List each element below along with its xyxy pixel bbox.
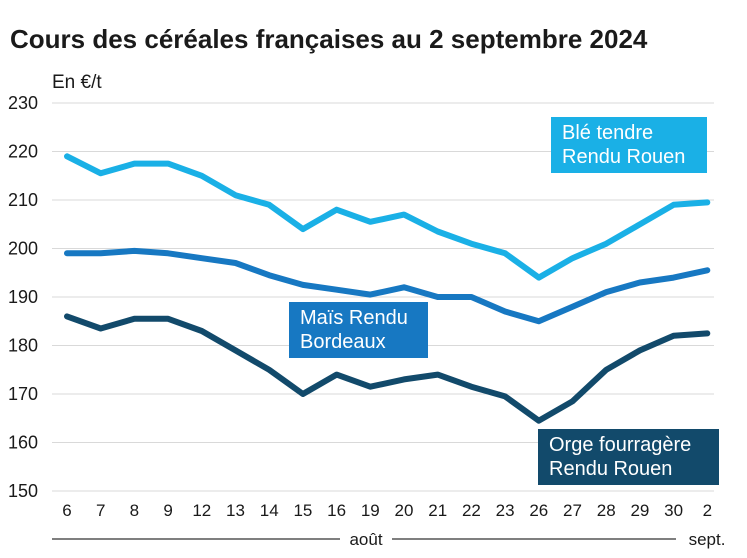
series-label-box xyxy=(289,302,428,358)
series-label-text: Rendu Rouen xyxy=(562,146,685,168)
x-axis-ticks: 6 7 8 9 12 13 14 15 16 19 20 21 22 23 26 27 28 29 30 2 xyxy=(62,501,712,520)
y-tick-label: 230 xyxy=(8,93,38,113)
x-tick-label: 29 xyxy=(630,501,649,520)
grid xyxy=(52,102,714,492)
x-tick-label: 19 xyxy=(361,501,380,520)
x-tick-label: 21 xyxy=(428,501,447,520)
series-lines xyxy=(64,153,711,424)
y-tick-label: 190 xyxy=(8,287,38,307)
series-line-2 xyxy=(64,313,711,424)
x-tick-label: 28 xyxy=(597,501,616,520)
x-tick-label: 16 xyxy=(327,501,346,520)
y-tick-label: 180 xyxy=(8,336,38,356)
y-tick-label: 200 xyxy=(8,239,38,259)
x-tick-label: 7 xyxy=(96,501,105,520)
chart-title: Cours des céréales françaises au 2 septe… xyxy=(10,24,648,54)
series-label-box xyxy=(551,117,707,173)
month-label: août xyxy=(349,530,382,549)
series-label-text: Orge fourragère xyxy=(549,434,691,456)
x-tick-label: 26 xyxy=(529,501,548,520)
month-label: sept. xyxy=(689,530,726,549)
x-tick-label: 9 xyxy=(163,501,172,520)
x-tick-label: 22 xyxy=(462,501,481,520)
x-tick-label: 30 xyxy=(664,501,683,520)
series-label-text: Rendu Rouen xyxy=(549,458,672,480)
y-tick-label: 160 xyxy=(8,433,38,453)
y-tick-label: 150 xyxy=(8,481,38,501)
x-tick-label: 14 xyxy=(260,501,279,520)
y-axis-unit-label: En €/t xyxy=(52,72,102,93)
x-tick-label: 15 xyxy=(293,501,312,520)
month-axis: août sept. xyxy=(52,530,725,549)
x-tick-label: 20 xyxy=(395,501,414,520)
series-label-text: Maïs Rendu xyxy=(300,307,408,329)
y-tick-label: 210 xyxy=(8,190,38,210)
series-label-text: Bordeaux xyxy=(300,331,386,353)
y-tick-label: 220 xyxy=(8,142,38,162)
series-line-1 xyxy=(64,247,711,325)
series-label-text: Blé tendre xyxy=(562,122,653,144)
series-label-box xyxy=(538,429,719,485)
y-axis-ticks: 150 160 170 180 190 200 210 220 230 xyxy=(8,93,38,501)
x-tick-label: 13 xyxy=(226,501,245,520)
y-tick-label: 170 xyxy=(8,384,38,404)
x-tick-label: 12 xyxy=(192,501,211,520)
x-tick-label: 23 xyxy=(496,501,515,520)
x-tick-label: 8 xyxy=(130,501,139,520)
x-tick-label: 2 xyxy=(703,501,712,520)
series-line-0 xyxy=(64,153,711,281)
x-tick-label: 6 xyxy=(62,501,71,520)
x-tick-label: 27 xyxy=(563,501,582,520)
